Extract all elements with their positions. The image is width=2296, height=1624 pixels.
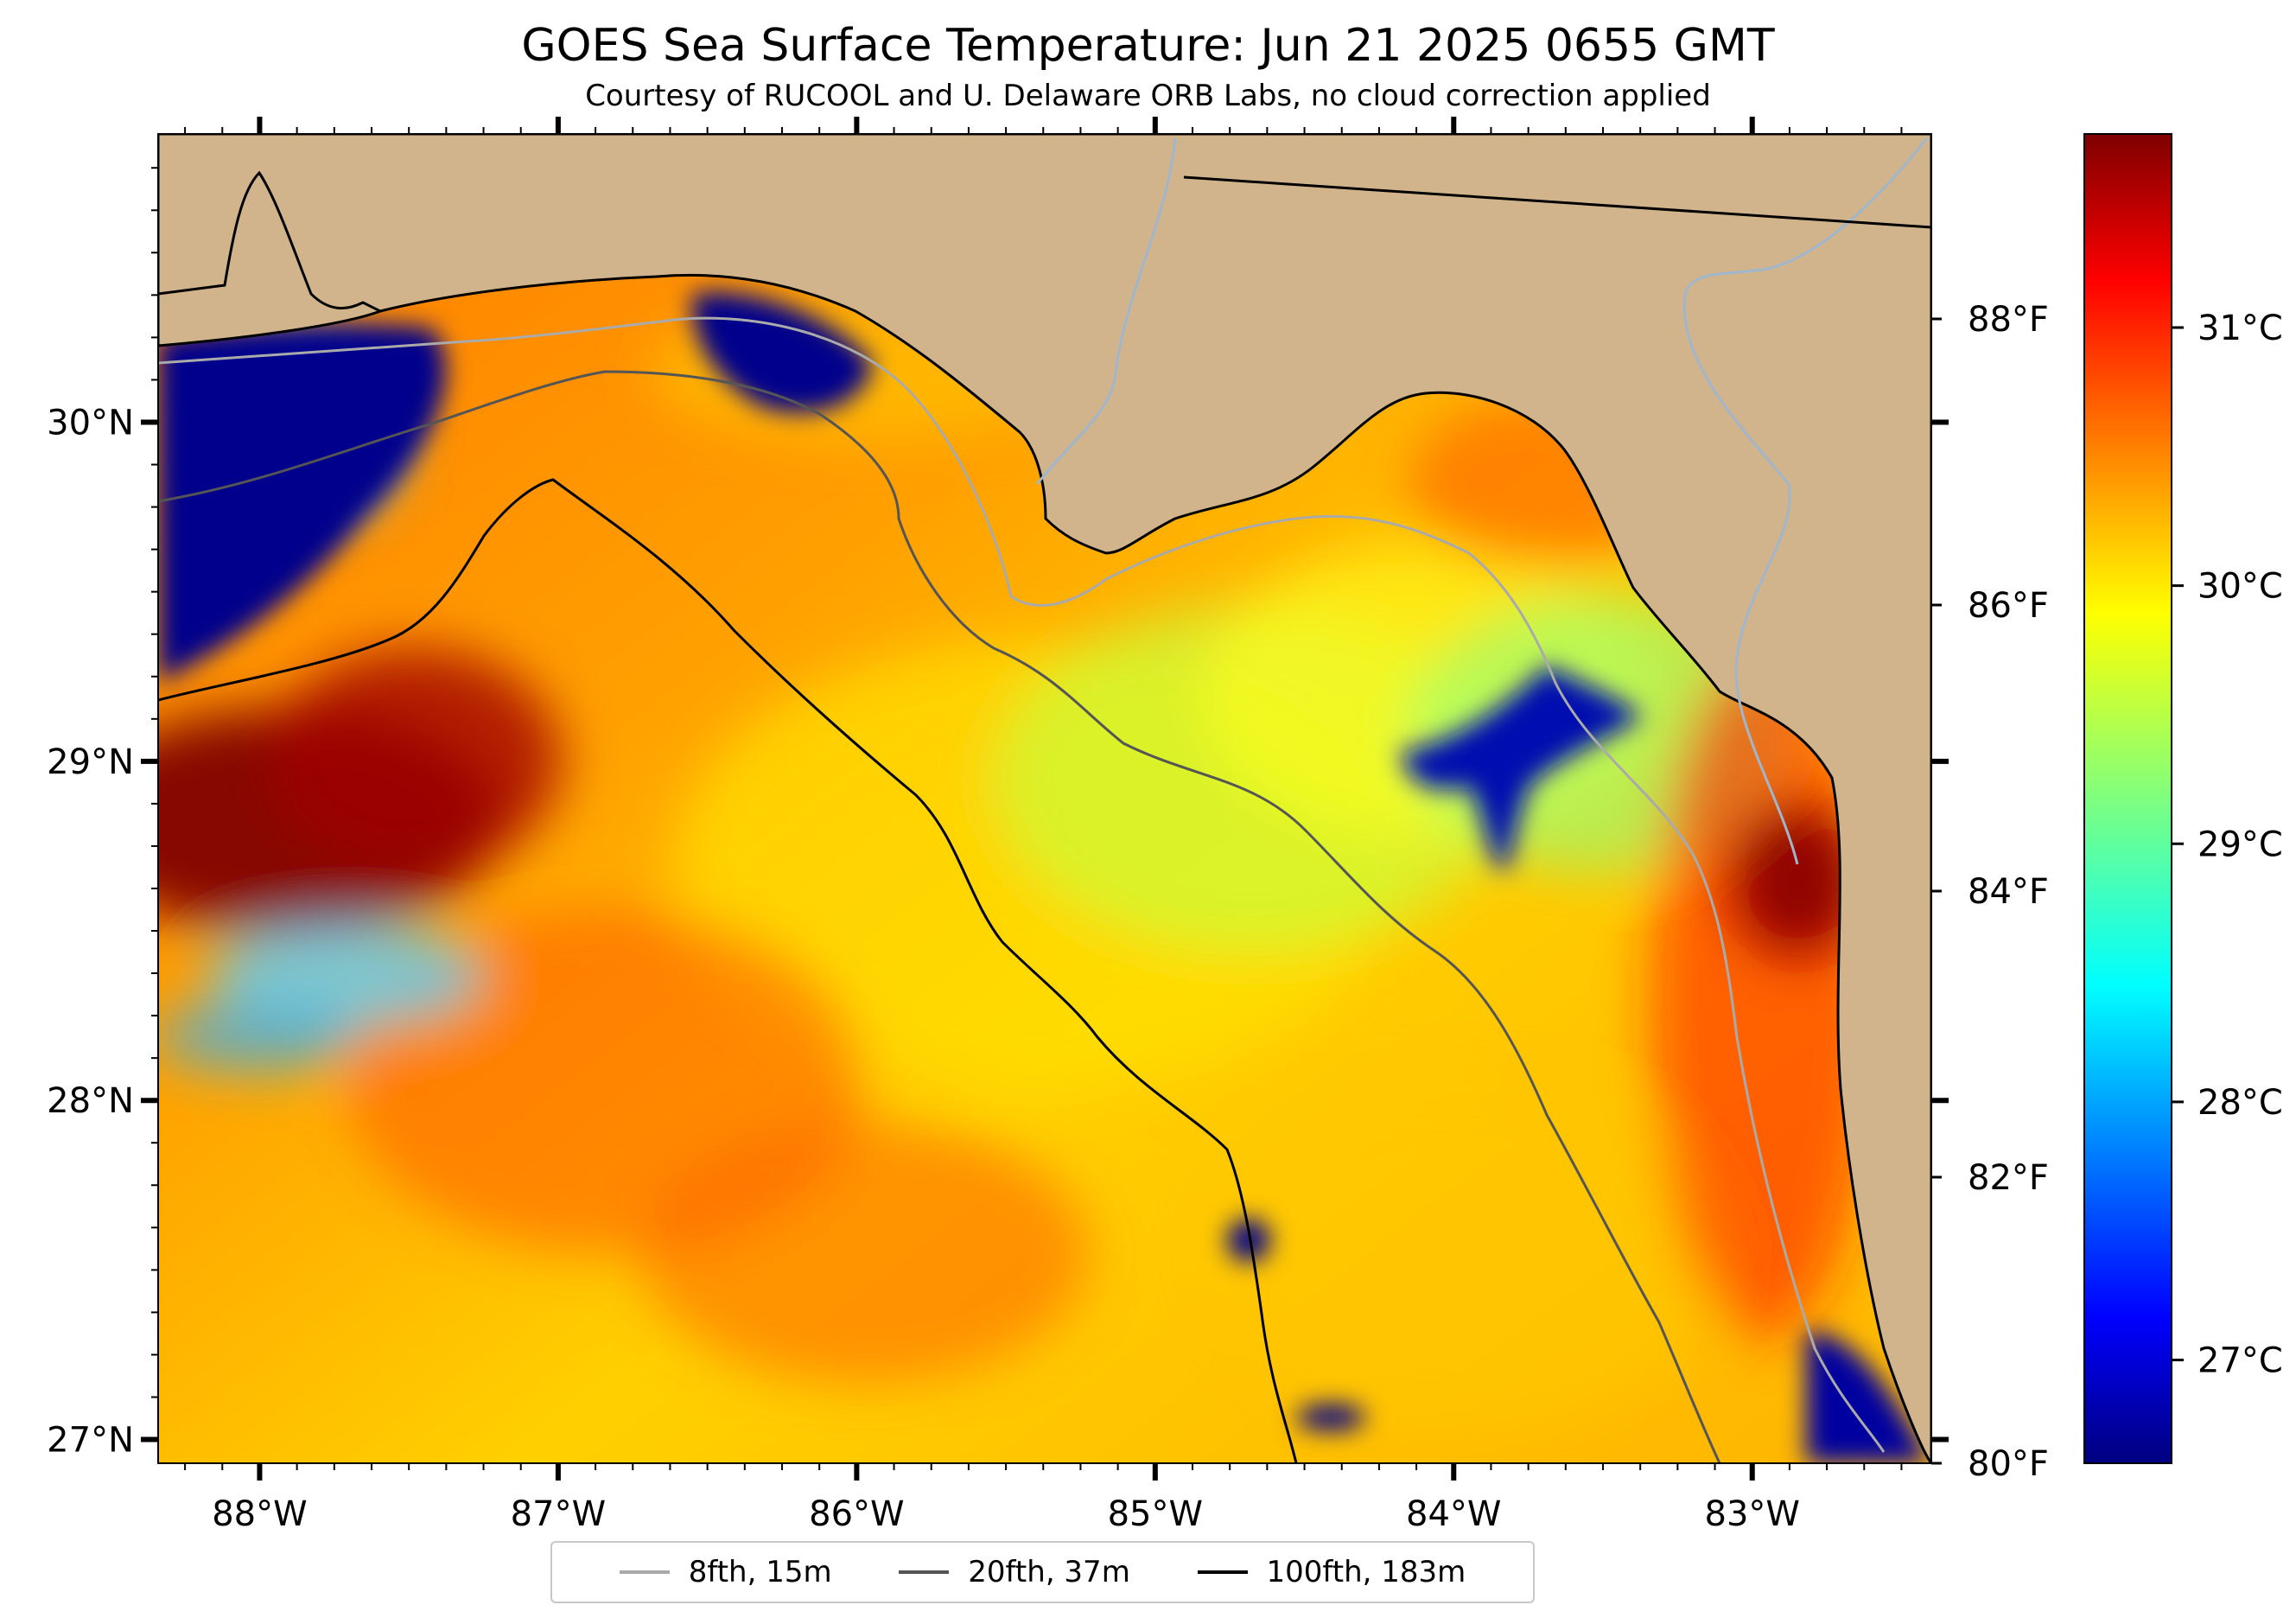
colorbar-tick-label: 27°C — [2197, 1341, 2283, 1381]
land-mobile-bay-west — [158, 170, 384, 347]
fahrenheit-tick-label: 84°F — [1968, 872, 2049, 912]
legend-item-20fth: 20fth, 37m — [899, 1555, 1130, 1589]
lon-tick-label: 85°W — [1108, 1494, 1203, 1534]
fahrenheit-tick-label: 88°F — [1968, 300, 2049, 340]
land-mainland — [158, 134, 1931, 1463]
legend-swatch-100fth — [1197, 1570, 1248, 1574]
legend-swatch-20fth — [899, 1570, 950, 1574]
rivers — [1035, 137, 1929, 865]
isobath-15m — [158, 316, 1886, 1453]
fahrenheit-tick-label: 86°F — [1968, 586, 2049, 626]
lon-tick-label: 86°W — [809, 1494, 904, 1534]
lon-tick-label: 87°W — [511, 1494, 606, 1534]
map-tick-labels: 88°W 87°W 86°W 85°W 84°W 83°W 30°N 29°N 28°N 27°N… — [47, 300, 2049, 1534]
lat-tick-label: 27°N — [47, 1421, 134, 1461]
legend-swatch-8fth — [619, 1570, 670, 1574]
legend-item-100fth: 100fth, 183m — [1197, 1555, 1466, 1589]
legend: 8fth, 15m 20fth, 37m 100fth, 183m — [550, 1541, 1535, 1603]
colorbar-tick-label: 30°C — [2197, 567, 2283, 607]
fahrenheit-tick-label: 80°F — [1968, 1444, 2049, 1484]
colorbar-tick-label: 29°C — [2197, 825, 2283, 864]
isobath-183m — [158, 478, 1298, 1463]
colorbar — [2083, 133, 2172, 1464]
lat-tick-label: 30°N — [47, 403, 134, 443]
colorbar-tick-label: 31°C — [2197, 309, 2283, 348]
state-boundary — [1183, 175, 1931, 229]
cold-patches — [158, 292, 1931, 1463]
fahrenheit-tick-label: 82°F — [1968, 1158, 2049, 1198]
lat-tick-label: 28°N — [47, 1081, 134, 1121]
colorbar-tick-label: 28°C — [2197, 1083, 2283, 1123]
map-panel — [158, 134, 1931, 1463]
legend-item-8fth: 8fth, 15m — [619, 1555, 832, 1589]
colorbar-ticks: 31°C 30°C 29°C 28°C 27°C — [2172, 309, 2283, 1381]
legend-label-20fth: 20fth, 37m — [968, 1555, 1130, 1589]
map-ticks — [141, 117, 1949, 1481]
legend-label-100fth: 100fth, 183m — [1266, 1555, 1466, 1589]
isobath-37m — [158, 370, 1721, 1463]
lon-tick-label: 88°W — [212, 1494, 307, 1534]
map-title: GOES Sea Surface Temperature: Jun 21 202… — [521, 20, 1775, 72]
lat-tick-label: 29°N — [47, 742, 134, 782]
lon-tick-label: 83°W — [1705, 1494, 1800, 1534]
map-frame — [157, 133, 1932, 1464]
map-subtitle: Courtesy of RUCOOL and U. Delaware ORB L… — [585, 79, 1711, 113]
lon-tick-label: 84°W — [1406, 1494, 1501, 1534]
legend-label-8fth: 8fth, 15m — [688, 1555, 832, 1589]
